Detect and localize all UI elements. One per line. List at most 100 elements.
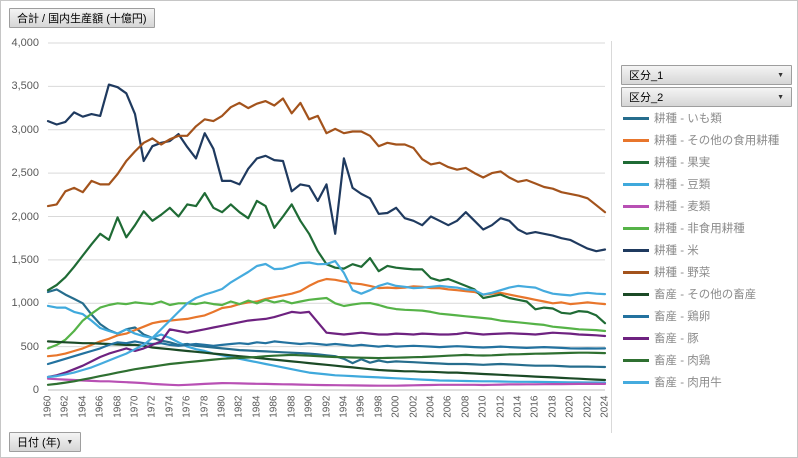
- series-line-6: [46, 83, 607, 253]
- x-tick-label: 1984: [251, 395, 263, 418]
- legend-field-2-label: 区分_2: [629, 92, 664, 104]
- x-tick-label: 1966: [94, 395, 106, 418]
- x-tick-label: 1970: [129, 395, 141, 418]
- plot-area-right-border: [611, 41, 612, 433]
- legend-item-0: 耕種 - いも類: [623, 107, 779, 129]
- chevron-down-icon: ▼: [777, 71, 784, 79]
- legend-field-button-kubun2[interactable]: 区分_2 ▼: [621, 87, 792, 107]
- legend-item-12: 畜産 - 肉用牛: [623, 371, 779, 393]
- legend-item-3: 耕種 - 豆類: [623, 173, 779, 195]
- legend-swatch: [623, 336, 649, 340]
- x-tick-label: 1982: [233, 395, 245, 418]
- y-axis-tick-labels: 0 500 1,000 1,500 2,000 2,500 3,000 3,500 4,000: [1, 1, 39, 457]
- legend-label: 耕種 - 米: [654, 245, 699, 257]
- y-tick-label: 2,000: [11, 210, 39, 223]
- legend-label: 畜産 - その他の畜産: [654, 289, 757, 301]
- legend-swatch: [623, 270, 649, 274]
- series-line-11: [46, 351, 607, 386]
- y-tick-label: 1,000: [11, 297, 39, 310]
- series-line-0: [46, 288, 607, 369]
- x-tick-label: 1974: [164, 395, 176, 418]
- legend-field-button-kubun1[interactable]: 区分_1 ▼: [621, 65, 792, 85]
- legend-swatch: [623, 182, 649, 186]
- x-tick-label: 1964: [77, 395, 89, 418]
- legend-label: 耕種 - 麦類: [654, 201, 711, 213]
- legend-field-1-label: 区分_1: [629, 70, 664, 82]
- x-tick-label: 1978: [199, 395, 211, 418]
- legend-label: 耕種 - 野菜: [654, 267, 711, 279]
- series-line-3: [46, 304, 607, 384]
- x-tick-label: 1994: [338, 395, 350, 418]
- x-tick-label: 2004: [425, 395, 437, 418]
- y-tick-label: 2,500: [11, 167, 39, 180]
- legend-item-6: 耕種 - 米: [623, 239, 779, 261]
- x-tick-label: 2022: [582, 395, 594, 418]
- series-line-4: [46, 377, 607, 387]
- x-tick-label: 2012: [495, 395, 507, 418]
- x-tick-label: 1996: [355, 395, 367, 418]
- x-tick-label: 1988: [286, 395, 298, 418]
- x-tick-label: 2020: [564, 395, 576, 418]
- y-tick-label: 3,000: [11, 123, 39, 136]
- legend-label: 耕種 - その他の食用耕種: [654, 135, 780, 147]
- y-tick-label: 0: [32, 384, 39, 396]
- x-tick-label: 2006: [442, 395, 454, 418]
- x-tick-label: 2016: [529, 395, 541, 418]
- x-tick-label: 1992: [321, 395, 332, 418]
- chart-legend: 耕種 - いも類 耕種 - その他の食用耕種 耕種 - 果実 耕種 - 豆類 耕種 - …: [623, 107, 779, 393]
- legend-label: 畜産 - 豚: [654, 333, 699, 345]
- value-field-label: 合計 / 国内生産額 (十億円): [17, 13, 147, 25]
- series-line-9: [46, 340, 607, 366]
- series-line-12: [46, 260, 607, 379]
- axis-field-label: 日付 (年): [17, 437, 61, 449]
- chevron-down-icon: ▼: [66, 438, 74, 446]
- legend-item-1: 耕種 - その他の食用耕種: [623, 129, 779, 151]
- x-tick-label: 1990: [303, 395, 315, 418]
- legend-swatch: [623, 226, 649, 230]
- series-line-7: [46, 97, 607, 214]
- x-tick-label: 1986: [268, 395, 280, 418]
- x-tick-label: 1980: [216, 395, 228, 418]
- y-tick-label: 4,000: [11, 37, 39, 49]
- x-tick-label: 2002: [408, 395, 420, 418]
- legend-item-5: 耕種 - 非食用耕種: [623, 217, 779, 239]
- legend-label: 耕種 - 非食用耕種: [654, 223, 745, 235]
- legend-swatch: [623, 138, 649, 142]
- legend-item-10: 畜産 - 豚: [623, 327, 779, 349]
- legend-swatch: [623, 116, 649, 120]
- legend-label: 畜産 - 肉用牛: [654, 377, 722, 389]
- x-tick-label: 1968: [112, 395, 124, 418]
- legend-swatch: [623, 292, 649, 296]
- y-tick-label: 500: [20, 340, 39, 353]
- axis-field-button[interactable]: 日付 (年) ▼: [9, 432, 82, 452]
- value-field-button[interactable]: 合計 / 国内生産額 (十億円): [9, 8, 155, 28]
- x-tick-label: 2018: [547, 395, 559, 418]
- x-tick-label: 1960: [42, 395, 54, 418]
- legend-label: 耕種 - 果実: [654, 157, 711, 169]
- x-tick-label: 1972: [146, 395, 158, 418]
- legend-label: 耕種 - いも類: [654, 113, 722, 125]
- x-tick-label: 1962: [59, 395, 71, 418]
- x-tick-label: 2014: [512, 395, 524, 418]
- legend-label: 畜産 - 鶏卵: [654, 311, 711, 323]
- legend-swatch: [623, 380, 649, 384]
- series-line-5: [46, 296, 607, 350]
- legend-swatch: [623, 358, 649, 362]
- x-tick-label: 2024: [599, 395, 611, 418]
- legend-label: 耕種 - 豆類: [654, 179, 711, 191]
- series-line-10: [46, 310, 607, 379]
- y-tick-label: 1,500: [11, 253, 39, 266]
- series-line-1: [46, 277, 607, 358]
- legend-item-9: 畜産 - 鶏卵: [623, 305, 779, 327]
- legend-item-7: 耕種 - 野菜: [623, 261, 779, 283]
- legend-swatch: [623, 248, 649, 252]
- legend-item-11: 畜産 - 肉鶏: [623, 349, 779, 371]
- legend-item-2: 耕種 - 果実: [623, 151, 779, 173]
- x-tick-label: 2008: [460, 395, 472, 418]
- legend-swatch: [623, 160, 649, 164]
- legend-label: 畜産 - 肉鶏: [654, 355, 711, 367]
- x-tick-label: 2000: [390, 395, 402, 418]
- chevron-down-icon: ▼: [777, 93, 784, 101]
